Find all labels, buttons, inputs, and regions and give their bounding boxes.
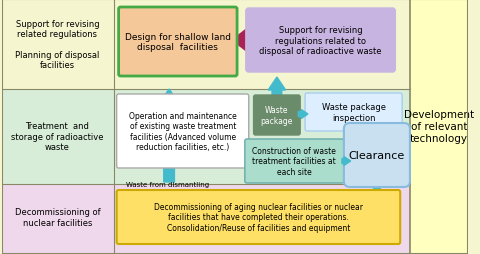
FancyBboxPatch shape — [117, 190, 400, 244]
Text: Development
of relevant
technology: Development of relevant technology — [404, 110, 474, 143]
FancyBboxPatch shape — [246, 9, 396, 73]
FancyBboxPatch shape — [344, 123, 410, 187]
FancyBboxPatch shape — [117, 95, 249, 168]
Text: Design for shallow land
disposal  facilities: Design for shallow land disposal facilit… — [125, 33, 231, 52]
FancyBboxPatch shape — [253, 96, 300, 135]
FancyBboxPatch shape — [245, 139, 344, 183]
Text: Decommissioning of aging nuclear facilities or nuclear
facilities that have comp: Decommissioning of aging nuclear facilit… — [154, 202, 363, 232]
FancyArrow shape — [268, 78, 286, 133]
FancyArrow shape — [342, 157, 351, 166]
Bar — [2, 90, 468, 184]
FancyBboxPatch shape — [305, 94, 402, 132]
FancyBboxPatch shape — [119, 8, 237, 77]
Text: Waste package
inspection: Waste package inspection — [322, 103, 385, 122]
Text: Support for revising
related regulations

Planning of disposal
facilities: Support for revising related regulations… — [15, 20, 100, 70]
Text: Operation and maintenance
of existing waste treatment
facilities (Advanced volum: Operation and maintenance of existing wa… — [129, 112, 237, 151]
Text: Waste from dismantling: Waste from dismantling — [126, 181, 209, 187]
Text: Treatment  and
storage of radioactive
waste: Treatment and storage of radioactive was… — [11, 122, 104, 151]
FancyArrow shape — [159, 90, 179, 182]
Text: Waste
package: Waste package — [261, 106, 293, 125]
FancyArrow shape — [232, 27, 250, 54]
Text: Clearance: Clearance — [349, 150, 405, 160]
Text: Support for revising
regulations related to
disposal of radioactive waste: Support for revising regulations related… — [259, 26, 382, 56]
FancyArrow shape — [298, 110, 308, 119]
Text: Decommissioning of
nuclear facilities: Decommissioning of nuclear facilities — [14, 208, 100, 227]
Text: Construction of waste
treatment facilities at
each site: Construction of waste treatment faciliti… — [252, 147, 336, 176]
FancyArrow shape — [371, 130, 383, 189]
Bar — [2, 184, 468, 254]
Bar — [410, 0, 468, 254]
